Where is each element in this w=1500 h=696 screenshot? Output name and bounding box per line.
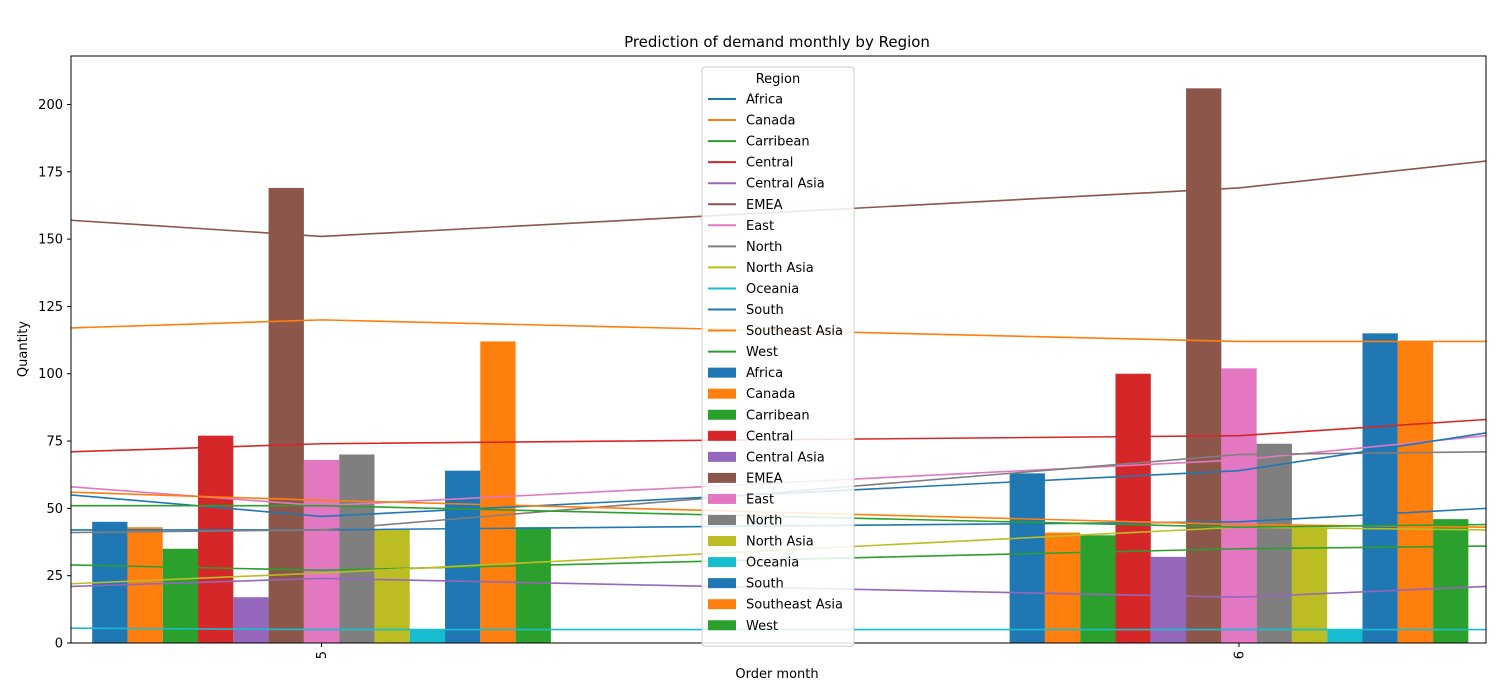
plot-area: 0 25 50 75 100 125 150 175 200 5 6	[38, 55, 1487, 659]
bar-carribean-5	[162, 548, 199, 643]
legend-entry-label: South	[746, 577, 784, 592]
bar-east-5	[303, 459, 340, 643]
bar-carribean-6	[1080, 535, 1116, 643]
x-axis-label: Order month	[735, 667, 818, 682]
legend-entry-label: EMEA	[746, 471, 783, 486]
legend-title: Region	[756, 72, 801, 87]
legend-entry-label: Oceania	[746, 556, 799, 571]
bar-oceania-6	[1327, 629, 1363, 643]
x-tick-label: 5	[315, 651, 330, 659]
legend-bar-swatch	[708, 430, 736, 441]
bar-central-asia-5	[233, 597, 269, 643]
legend-bar-swatch	[708, 493, 736, 504]
legend-entry-label: Africa	[746, 93, 783, 108]
bar-emea-6	[1186, 88, 1222, 643]
legend-entry-label: EMEA	[746, 198, 783, 213]
legend-entry-label: West	[746, 345, 778, 360]
legend-entry-label: North	[746, 240, 782, 255]
legend-bar-swatch	[708, 599, 736, 610]
bar-emea-5	[268, 187, 304, 643]
bar-north-6	[1256, 443, 1292, 643]
legend-entry-label: Central Asia	[746, 177, 825, 192]
legend-entry-label: Southeast Asia	[746, 324, 843, 339]
bar-central-asia-6	[1150, 556, 1187, 643]
legend-bar-swatch	[708, 536, 736, 547]
legend: Region Africa Canada Carribean Central Centra…	[701, 66, 855, 647]
bar-north-asia-5	[374, 529, 410, 643]
legend-entry-label: East	[746, 492, 774, 507]
bar-south-5	[445, 470, 481, 643]
legend-bar-swatch	[708, 472, 736, 483]
legend-bar-swatch	[708, 367, 736, 378]
legend-bar-swatch	[708, 388, 736, 399]
y-tick-label: 50	[46, 502, 63, 517]
bar-west-5	[515, 527, 551, 643]
legend-entry-label: Canada	[746, 114, 795, 129]
y-tick-label: 150	[38, 233, 63, 248]
x-tick-label: 6	[1232, 651, 1247, 659]
legend-entry-label: North Asia	[746, 261, 814, 276]
y-tick-label: 0	[55, 637, 63, 652]
bar-east-6	[1221, 368, 1257, 643]
legend-entry-label: Canada	[746, 387, 795, 402]
legend-entry-label: Central Asia	[746, 450, 825, 465]
y-axis-label: Quantity	[16, 321, 31, 377]
legend-bar-swatch	[708, 451, 736, 462]
legend-entry-label: Oceania	[746, 282, 799, 297]
bar-oceania-5	[409, 629, 446, 643]
legend-entry-label: Southeast Asia	[746, 598, 843, 613]
y-tick-label: 175	[38, 165, 63, 180]
legend-entry-label: North	[746, 514, 782, 529]
bar-north-5	[339, 454, 375, 643]
legend-entry-label: West	[746, 619, 778, 634]
legend-entry-label: Carribean	[746, 408, 810, 423]
legend-bar-swatch	[708, 557, 736, 568]
legend-bar-swatch	[708, 578, 736, 589]
bar-west-6	[1433, 519, 1469, 643]
bar-southeast-asia-5	[480, 341, 516, 643]
chart-title: Prediction of demand monthly by Region	[624, 33, 930, 51]
legend-entry-label: East	[746, 219, 774, 234]
y-tick-label: 200	[38, 98, 63, 113]
bar-southeast-asia-6	[1397, 341, 1434, 643]
legend-entry-label: Carribean	[746, 135, 810, 150]
y-tick-label: 125	[38, 300, 63, 315]
legend-bar-swatch	[708, 409, 736, 420]
y-tick-label: 75	[46, 435, 63, 450]
bar-central-5	[198, 435, 234, 643]
bar-canada-6	[1044, 532, 1081, 643]
legend-entry-label: Central	[746, 156, 793, 171]
legend-bar-swatch	[708, 515, 736, 525]
legend-box	[701, 66, 855, 647]
legend-bar-swatch	[708, 620, 736, 631]
bar-africa-6	[1009, 473, 1045, 643]
y-tick-label: 25	[46, 569, 63, 584]
bar-north-asia-6	[1291, 527, 1328, 643]
bar-south-6	[1362, 333, 1398, 643]
bar-central-6	[1115, 373, 1151, 643]
legend-entry-label: South	[746, 303, 784, 318]
legend-entry-label: Africa	[746, 366, 783, 381]
y-tick-label: 100	[38, 367, 63, 382]
legend-entry-label: North Asia	[746, 535, 814, 550]
legend-entry-label: Central	[746, 429, 793, 444]
